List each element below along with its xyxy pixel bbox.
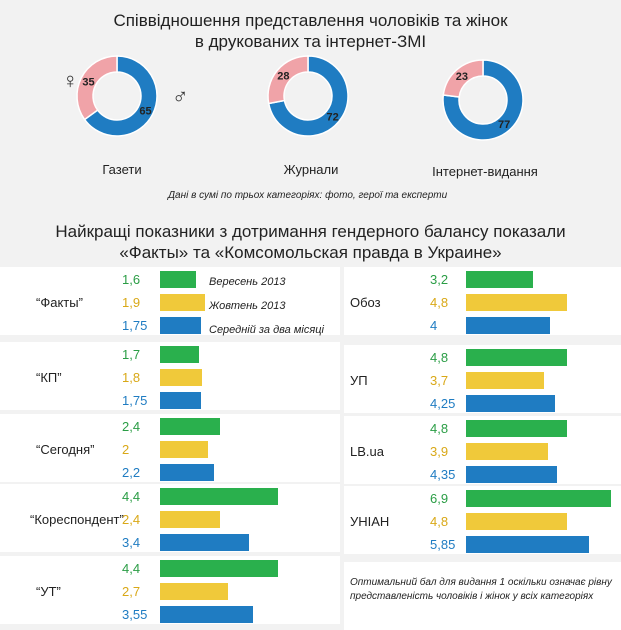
value-average: 4,35 [430,467,456,482]
bar-september [160,271,196,288]
panel-footnote [344,562,621,630]
bar-september [466,490,611,507]
bar-average [160,392,201,409]
note-sum: Дані в сумі по трьох категоріях: фото, г… [168,190,448,201]
bar-september [160,488,278,505]
bar-average [466,466,557,483]
value-average: 2,2 [122,465,141,480]
donut-slice-male [83,55,158,137]
value-average: 3,55 [122,607,148,622]
bar-september [160,418,220,435]
value-average: 3,4 [122,535,141,550]
bar-october [466,372,544,389]
value-average: 1,75 [122,318,148,333]
bar-average [160,464,214,481]
value-september: 3,2 [430,272,449,287]
donut-slice-male [267,55,349,137]
donut-value-female: 35 [82,76,94,88]
donut-value-male: 65 [139,106,151,118]
value-october: 1,8 [122,370,141,385]
bar-october [160,583,228,600]
bar-september [160,560,278,577]
bar-october [466,294,567,311]
value-september: 1,6 [122,272,141,287]
donut-value-female: 28 [277,71,289,83]
value-september: 2,4 [122,419,141,434]
value-october: 3,7 [430,373,449,388]
value-october: 2,7 [122,584,141,599]
chart-title-top: Співвідношення представлення чоловіків т… [0,10,621,52]
bar-september [160,346,199,363]
donut-slice-female [267,55,309,105]
value-average: 1,75 [122,393,148,408]
donut-slice-female [442,59,484,98]
value-september: 4,8 [430,421,449,436]
chart-title-bars-line2: «Факты» та «Комсомольская правда в Украи… [119,243,502,262]
chart-title-top-line2: в друкованих та інтернет-ЗМІ [194,32,427,51]
value-october: 2 [122,442,130,457]
bar-average [466,395,555,412]
value-october: 2,4 [122,512,141,527]
chart-title-top-line1: Співвідношення представлення чоловіків т… [113,11,508,30]
publication-name: Обоз [350,295,381,310]
female-symbol-icon: ♀ [62,68,79,93]
bar-average [466,317,550,334]
legend-average: Середній за два місяці [209,324,324,336]
value-october: 3,9 [430,444,449,459]
value-september: 4,8 [430,350,449,365]
donut-label-newspapers: Газети [102,162,142,177]
legend-september: Вересень 2013 [209,276,286,288]
male-symbol-icon: ♂ [172,84,189,109]
bar-october [160,441,208,458]
donut-charts: 35 65 28 72 23 77 [76,55,524,141]
value-october: 1,9 [122,295,141,310]
value-september: 4,4 [122,561,141,576]
donut-label-internet: Інтернет-видання [432,164,538,179]
bar-september [466,420,567,437]
publication-name: УНІАН [350,514,390,529]
publication-name: “УТ” [36,584,61,599]
value-average: 5,85 [430,537,456,552]
bar-october [466,513,567,530]
bar-october [160,294,205,311]
value-september: 6,9 [430,491,449,506]
publication-name: УП [350,373,368,388]
donut-value-male: 72 [327,111,339,123]
donut-value-male: 77 [498,119,510,131]
bar-september [466,349,567,366]
bar-october [466,443,548,460]
publication-name: LB.ua [350,444,384,459]
value-average: 4,25 [430,396,456,411]
value-october: 4,8 [430,295,449,310]
bar-october [160,511,220,528]
chart-title-bars: Найкращі показники з дотримання гендерно… [0,221,621,263]
value-september: 4,4 [122,489,141,504]
bar-average [160,606,253,623]
bar-average [466,536,589,553]
bar-average [160,317,201,334]
donut-slice-female [76,55,118,121]
value-september: 1,7 [122,347,141,362]
bar-september [466,271,533,288]
value-average: 4 [430,318,438,333]
chart-title-bars-line1: Найкращі показники з дотримання гендерно… [55,222,566,241]
donut-slice-male [442,59,524,141]
legend-october: Жовтень 2013 [209,300,286,312]
bar-october [160,369,202,386]
publication-name: “Факты” [36,295,83,310]
bar-average [160,534,249,551]
footnote: Оптимальний бал для видання 1 оскільки о… [350,577,612,602]
value-october: 4,8 [430,514,449,529]
publication-name: “КП” [36,370,62,385]
donut-value-female: 23 [456,71,468,83]
donut-label-magazines: Журнали [283,162,339,177]
publication-name: “Сегодня” [36,442,95,457]
publication-name: “Кореспондент” [30,512,124,527]
